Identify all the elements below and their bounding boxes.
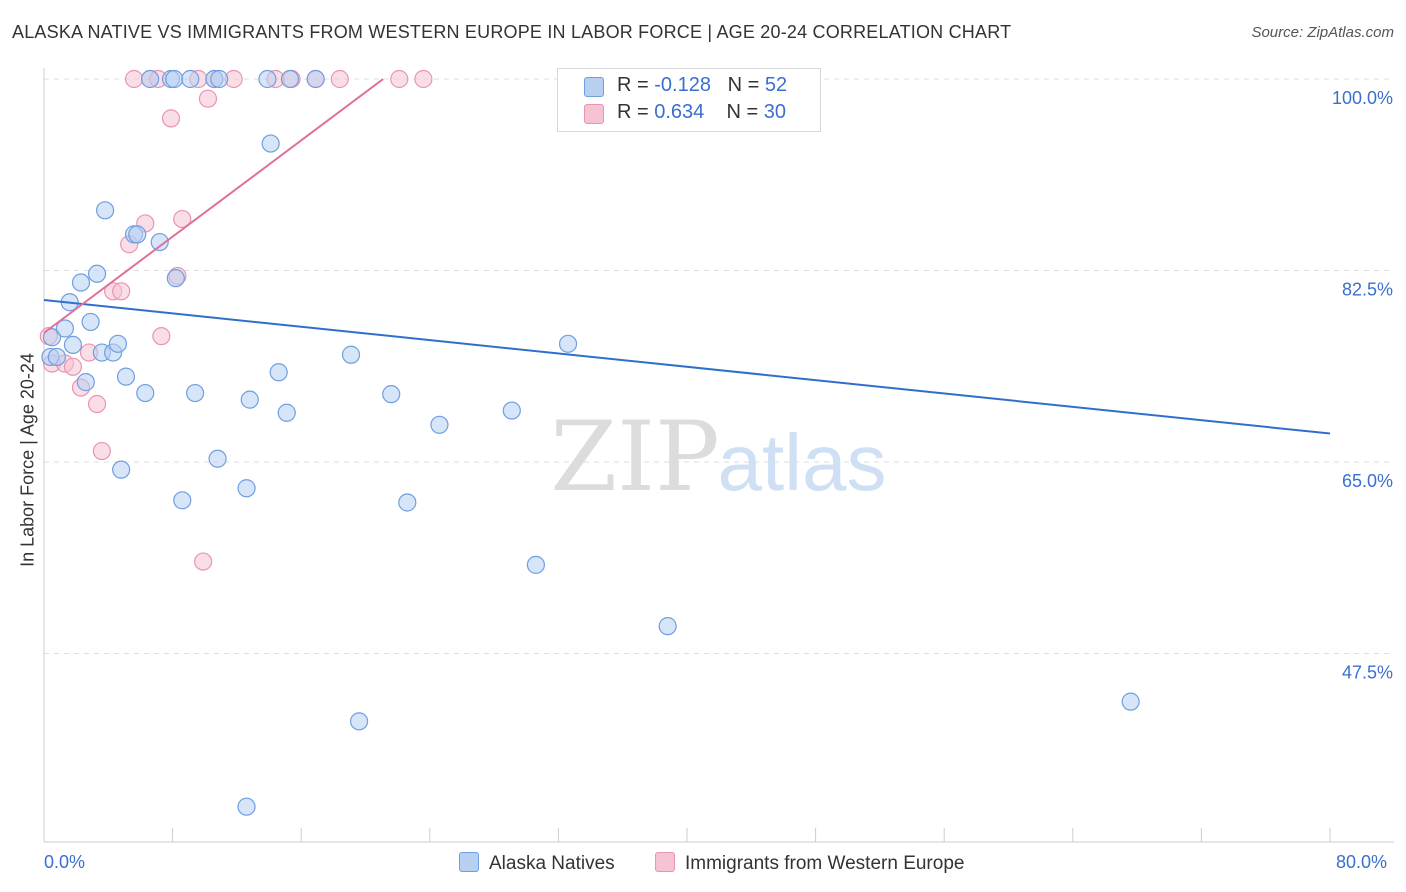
data-point-immigrants	[330, 69, 349, 89]
data-point-alaska	[382, 385, 401, 404]
legend-label-alaska: Alaska Natives	[489, 853, 615, 874]
data-point-alaska	[186, 383, 205, 403]
y-tick-labels: 100.0% 82.5% 65.0% 47.5%	[1332, 88, 1393, 683]
legend-r-label: R =	[617, 74, 655, 96]
data-point-alaska	[240, 390, 259, 409]
data-point-alaska	[349, 712, 369, 731]
data-point-alaska	[306, 69, 325, 89]
data-point-alaska	[166, 269, 185, 288]
data-point-alaska	[150, 232, 169, 252]
data-point-alaska	[341, 345, 361, 364]
data-point-alaska	[95, 201, 115, 220]
data-point-immigrants	[112, 282, 131, 301]
watermark: ZIP atlas	[550, 401, 886, 513]
legend-r-value: -0.128	[654, 74, 711, 96]
watermark-atlas: atlas	[718, 418, 887, 507]
data-point-alaska	[210, 69, 229, 89]
data-point-immigrants	[194, 552, 213, 571]
legend-label-immigrants: Immigrants from Western Europe	[685, 853, 965, 874]
legend-r-value: 0.634	[654, 101, 705, 123]
data-point-immigrants	[87, 394, 107, 414]
series-alaska-points	[41, 69, 1140, 816]
data-point-immigrants	[390, 69, 409, 89]
data-point-alaska	[181, 69, 200, 89]
data-point-alaska	[280, 69, 300, 89]
data-point-alaska	[430, 415, 449, 434]
bottom-legend-immigrants[interactable]: Immigrants from Western Europe	[655, 852, 964, 875]
data-point-alaska	[87, 264, 107, 283]
legend-r-label: R =	[617, 101, 655, 123]
data-point-alaska	[1121, 692, 1140, 711]
data-point-alaska	[277, 403, 296, 422]
data-point-alaska	[398, 493, 417, 512]
legend-swatch-pink	[584, 104, 604, 124]
legend-n-value: 52	[764, 74, 788, 96]
data-point-immigrants	[198, 89, 218, 108]
data-point-alaska	[558, 334, 578, 353]
trendline-alaska	[43, 299, 1331, 435]
data-point-immigrants	[92, 441, 111, 461]
data-point-alaska	[136, 383, 155, 403]
source-credit: Source: ZipAtlas.com	[1251, 24, 1394, 41]
chart-title: ALASKA NATIVE VS IMMIGRANTS FROM WESTERN…	[12, 22, 1012, 42]
data-point-alaska	[237, 479, 256, 498]
data-point-alaska	[128, 225, 147, 244]
data-point-immigrants	[161, 109, 181, 128]
y-axis-label: In Labor Force | Age 20-24	[17, 353, 38, 567]
data-point-immigrants	[63, 357, 83, 376]
data-point-immigrants	[152, 327, 171, 346]
data-point-alaska	[112, 460, 131, 479]
data-point-alaska	[81, 312, 100, 332]
legend-swatch-blue	[459, 852, 479, 872]
data-point-alaska	[140, 69, 160, 89]
x-tick-min: 0.0%	[44, 852, 86, 872]
gridlines	[44, 78, 1394, 654]
data-point-alaska	[165, 69, 184, 89]
data-point-immigrants	[414, 69, 433, 89]
data-point-alaska	[658, 617, 677, 636]
data-point-alaska	[76, 373, 95, 392]
legend-swatch-pink	[655, 852, 675, 872]
data-point-alaska	[208, 449, 227, 468]
data-point-alaska	[173, 491, 192, 510]
x-tick-max: 80.0%	[1336, 852, 1388, 872]
data-point-alaska	[261, 134, 280, 153]
y-tick-label: 65.0%	[1342, 471, 1393, 491]
data-point-alaska	[71, 273, 91, 292]
watermark-zip: ZIP	[550, 401, 719, 513]
data-point-alaska	[116, 367, 136, 386]
data-point-alaska	[269, 363, 288, 382]
correlation-legend: R = -0.128 N = 52 R = 0.634 N = 30	[557, 68, 821, 132]
data-point-alaska	[55, 319, 74, 338]
bottom-legend-alaska[interactable]: Alaska Natives	[459, 852, 615, 875]
trend-lines	[43, 78, 1331, 435]
data-point-alaska	[63, 335, 83, 355]
legend-n-label: N =	[726, 101, 764, 123]
trendline-immigrants	[43, 78, 384, 334]
y-tick-label: 47.5%	[1342, 663, 1393, 683]
data-point-alaska	[47, 347, 66, 367]
data-point-alaska	[108, 334, 128, 353]
data-point-alaska	[526, 555, 545, 574]
legend-n-label: N =	[727, 74, 765, 96]
data-point-immigrants	[173, 209, 192, 229]
data-point-alaska	[237, 797, 256, 816]
legend-n-value: 30	[763, 101, 787, 123]
data-point-alaska	[42, 328, 62, 347]
data-point-immigrants	[124, 69, 144, 89]
data-point-alaska	[502, 401, 521, 420]
data-point-alaska	[258, 69, 277, 89]
legend-swatch-blue	[584, 77, 604, 97]
axes	[43, 68, 1394, 843]
y-tick-label: 82.5%	[1342, 280, 1393, 300]
y-tick-label: 100.0%	[1332, 88, 1393, 108]
